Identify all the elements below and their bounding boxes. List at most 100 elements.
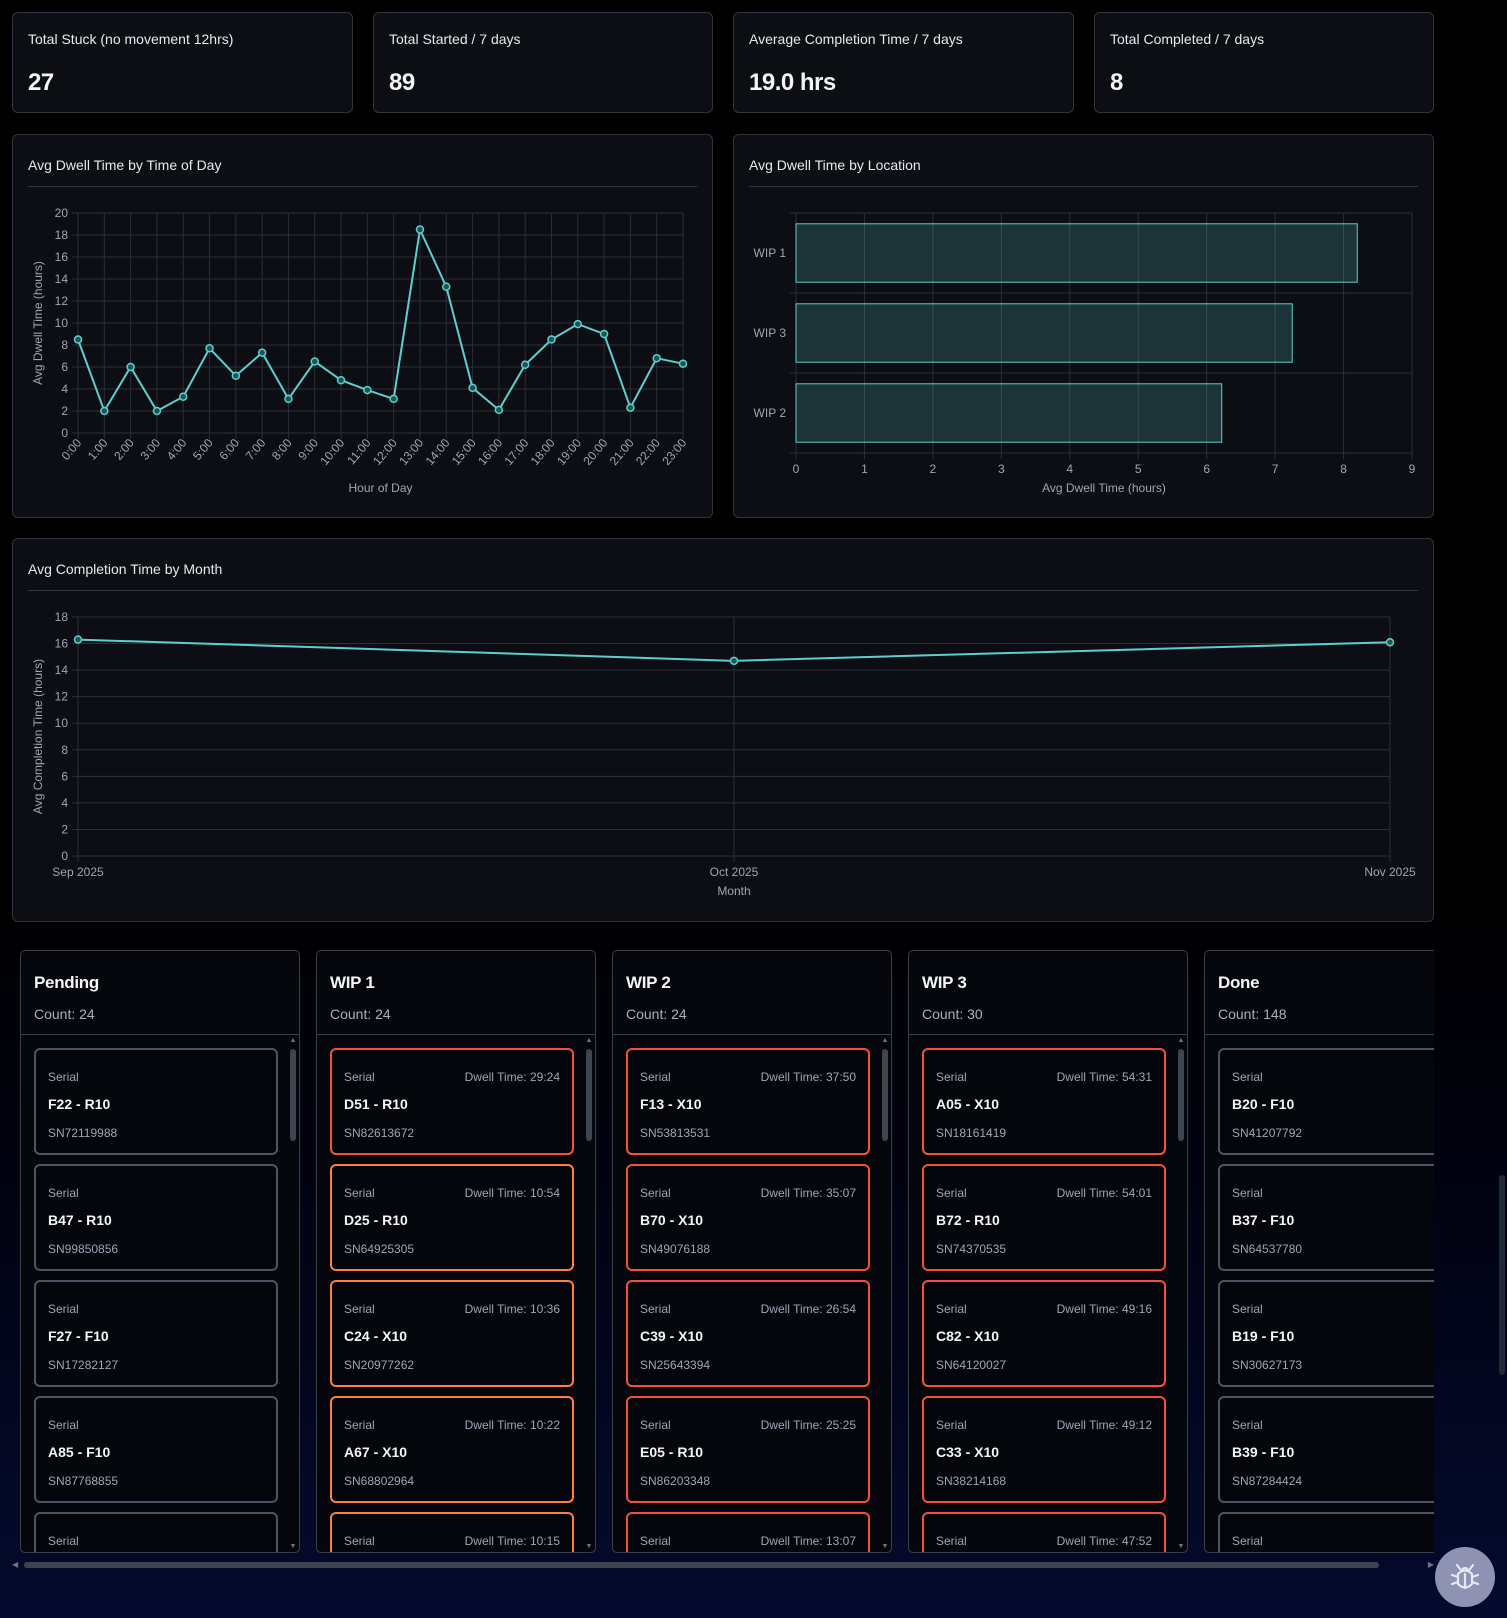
kanban-card[interactable]: Serial B47 - R10 SN99850856: [34, 1164, 278, 1271]
column-scrollbar[interactable]: ▲ ▼: [881, 1037, 889, 1551]
data-point[interactable]: [468, 383, 477, 393]
column-scrollbar[interactable]: ▲ ▼: [289, 1037, 297, 1551]
dwell-time: Dwell Time: 35:07: [760, 1186, 856, 1200]
scroll-right-arrow[interactable]: ▶: [1427, 1560, 1434, 1569]
divider: [21, 1034, 299, 1035]
stat-value: 89: [389, 69, 415, 96]
card-name: B39 - F10: [1232, 1444, 1295, 1460]
scroll-up-arrow[interactable]: ▲: [585, 1037, 593, 1044]
data-point[interactable]: [573, 319, 583, 329]
card-list[interactable]: Serial B20 - F10 SN41207792 Serial B37 - F10…: [1218, 1048, 1434, 1552]
kanban-card[interactable]: Serial B37 - F10 SN64537780: [1218, 1164, 1434, 1271]
data-point[interactable]: [652, 353, 661, 363]
card-label: Serial: [640, 1070, 671, 1084]
data-point[interactable]: [152, 406, 162, 416]
kanban-card[interactable]: Serial Dwell Time: 49:16 C82 - X10 SN641200…: [922, 1280, 1166, 1387]
data-point[interactable]: [257, 348, 267, 357]
card-name: C33 - X10: [936, 1444, 1000, 1460]
kanban-card[interactable]: Serial Dwell Time: 54:01 B72 - R10 SN743705…: [922, 1164, 1166, 1271]
kanban-card[interactable]: Serial Dwell Time: 10:15: [330, 1512, 574, 1552]
kanban-card[interactable]: Serial Dwell Time: 10:54 D25 - R10 SN649253…: [330, 1164, 574, 1271]
page-scrollbar-thumb[interactable]: [1499, 1175, 1505, 1375]
kanban-card[interactable]: Serial: [1218, 1512, 1434, 1552]
data-point[interactable]: [599, 329, 609, 339]
card-label: Serial: [344, 1418, 375, 1432]
stat-card-stuck: Total Stuck (no movement 12hrs) 27: [12, 12, 353, 113]
data-point[interactable]: [336, 375, 346, 385]
kanban-card[interactable]: Serial Dwell Time: 13:07: [626, 1512, 870, 1552]
kanban-card[interactable]: Serial: [34, 1512, 278, 1552]
data-point[interactable]: [178, 392, 188, 401]
data-point[interactable]: [205, 344, 214, 353]
data-point[interactable]: [73, 335, 83, 344]
data-point[interactable]: [442, 282, 451, 291]
kanban-card[interactable]: Serial Dwell Time: 25:25 E05 - R10 SN862033…: [626, 1396, 870, 1503]
scrollbar-thumb[interactable]: [1178, 1049, 1184, 1141]
scroll-up-arrow[interactable]: ▲: [881, 1037, 889, 1044]
kanban-card[interactable]: Serial Dwell Time: 10:36 C24 - X10 SN209772…: [330, 1280, 574, 1387]
scrollbar-thumb[interactable]: [586, 1049, 592, 1141]
scroll-down-arrow[interactable]: ▼: [289, 1543, 297, 1550]
scroll-up-arrow[interactable]: ▲: [289, 1037, 297, 1044]
kanban-card[interactable]: Serial A85 - F10 SN87768855: [34, 1396, 278, 1503]
page-scrollbar[interactable]: [1499, 50, 1505, 1550]
data-point[interactable]: [284, 394, 293, 404]
column-title: Done: [1218, 973, 1260, 992]
serial-number: SN17282127: [48, 1358, 119, 1372]
scroll-left-arrow[interactable]: ◀: [12, 1560, 19, 1569]
data-point[interactable]: [547, 335, 556, 344]
scroll-down-arrow[interactable]: ▼: [1177, 1543, 1185, 1550]
card-list[interactable]: Serial F22 - R10 SN72119988 Serial B47 - R10…: [34, 1048, 278, 1552]
x-tick-label: 20:00: [580, 436, 610, 468]
kanban-card[interactable]: Serial B20 - F10 SN41207792: [1218, 1048, 1434, 1155]
kanban-card[interactable]: Serial Dwell Time: 54:31 A05 - X10 SN181614…: [922, 1048, 1166, 1155]
data-point[interactable]: [310, 357, 319, 366]
bar[interactable]: [795, 383, 1223, 443]
bar[interactable]: [795, 303, 1293, 363]
data-point[interactable]: [73, 635, 83, 644]
debug-button[interactable]: [1435, 1547, 1495, 1607]
y-tick-label: 18: [55, 228, 69, 242]
kanban-card[interactable]: Serial Dwell Time: 47:52: [922, 1512, 1166, 1552]
column-scrollbar[interactable]: ▲ ▼: [1177, 1037, 1185, 1551]
kanban-card[interactable]: Serial Dwell Time: 29:24 D51 - R10 SN826136…: [330, 1048, 574, 1155]
card-list[interactable]: Serial Dwell Time: 54:31 A05 - X10 SN181614…: [922, 1048, 1166, 1552]
kanban-board: Pending Count: 24 Serial F22 - R10 SN7211998…: [20, 950, 1434, 1553]
kanban-card[interactable]: Serial B39 - F10 SN87284424: [1218, 1396, 1434, 1503]
data-point[interactable]: [1385, 637, 1395, 647]
kanban-column-wip-1: WIP 1 Count: 24 Serial Dwell Time: 29:24 D51…: [316, 950, 596, 1553]
scrollbar-thumb[interactable]: [24, 1562, 1379, 1568]
data-point[interactable]: [494, 405, 504, 415]
kanban-card[interactable]: Serial Dwell Time: 35:07 B70 - X10 SN490761…: [626, 1164, 870, 1271]
data-point[interactable]: [520, 360, 530, 370]
horizontal-scrollbar[interactable]: ◀ ▶: [12, 1559, 1434, 1571]
scrollbar-thumb[interactable]: [882, 1049, 888, 1141]
kanban-card[interactable]: Serial B19 - F10 SN30627173: [1218, 1280, 1434, 1387]
kanban-card[interactable]: Serial F22 - R10 SN72119988: [34, 1048, 278, 1155]
data-point[interactable]: [100, 406, 109, 416]
kanban-card[interactable]: Serial Dwell Time: 49:12 C33 - X10 SN382141…: [922, 1396, 1166, 1503]
card-list[interactable]: Serial Dwell Time: 37:50 F13 - X10 SN538135…: [626, 1048, 870, 1552]
kanban-card[interactable]: Serial Dwell Time: 10:22 A67 - X10 SN688029…: [330, 1396, 574, 1503]
data-point[interactable]: [126, 362, 135, 372]
serial-number: SN25643394: [640, 1358, 711, 1372]
data-point[interactable]: [231, 371, 241, 381]
scroll-down-arrow[interactable]: ▼: [881, 1543, 889, 1550]
data-point[interactable]: [389, 394, 398, 404]
bar[interactable]: [795, 223, 1358, 283]
data-point[interactable]: [626, 403, 635, 412]
scroll-down-arrow[interactable]: ▼: [585, 1543, 593, 1550]
kanban-card[interactable]: Serial Dwell Time: 37:50 F13 - X10 SN538135…: [626, 1048, 870, 1155]
column-scrollbar[interactable]: ▲ ▼: [585, 1037, 593, 1551]
kanban-card[interactable]: Serial F27 - F10 SN17282127: [34, 1280, 278, 1387]
scroll-up-arrow[interactable]: ▲: [1177, 1037, 1185, 1044]
scrollbar-thumb[interactable]: [290, 1049, 296, 1141]
data-point[interactable]: [363, 385, 372, 395]
data-point[interactable]: [678, 359, 688, 368]
card-name: F22 - R10: [48, 1096, 111, 1112]
data-point[interactable]: [729, 656, 739, 666]
card-list[interactable]: Serial Dwell Time: 29:24 D51 - R10 SN826136…: [330, 1048, 574, 1552]
data-point[interactable]: [415, 225, 425, 234]
kanban-card[interactable]: Serial Dwell Time: 26:54 C39 - X10 SN256433…: [626, 1280, 870, 1387]
card-label: Serial: [1232, 1070, 1263, 1084]
